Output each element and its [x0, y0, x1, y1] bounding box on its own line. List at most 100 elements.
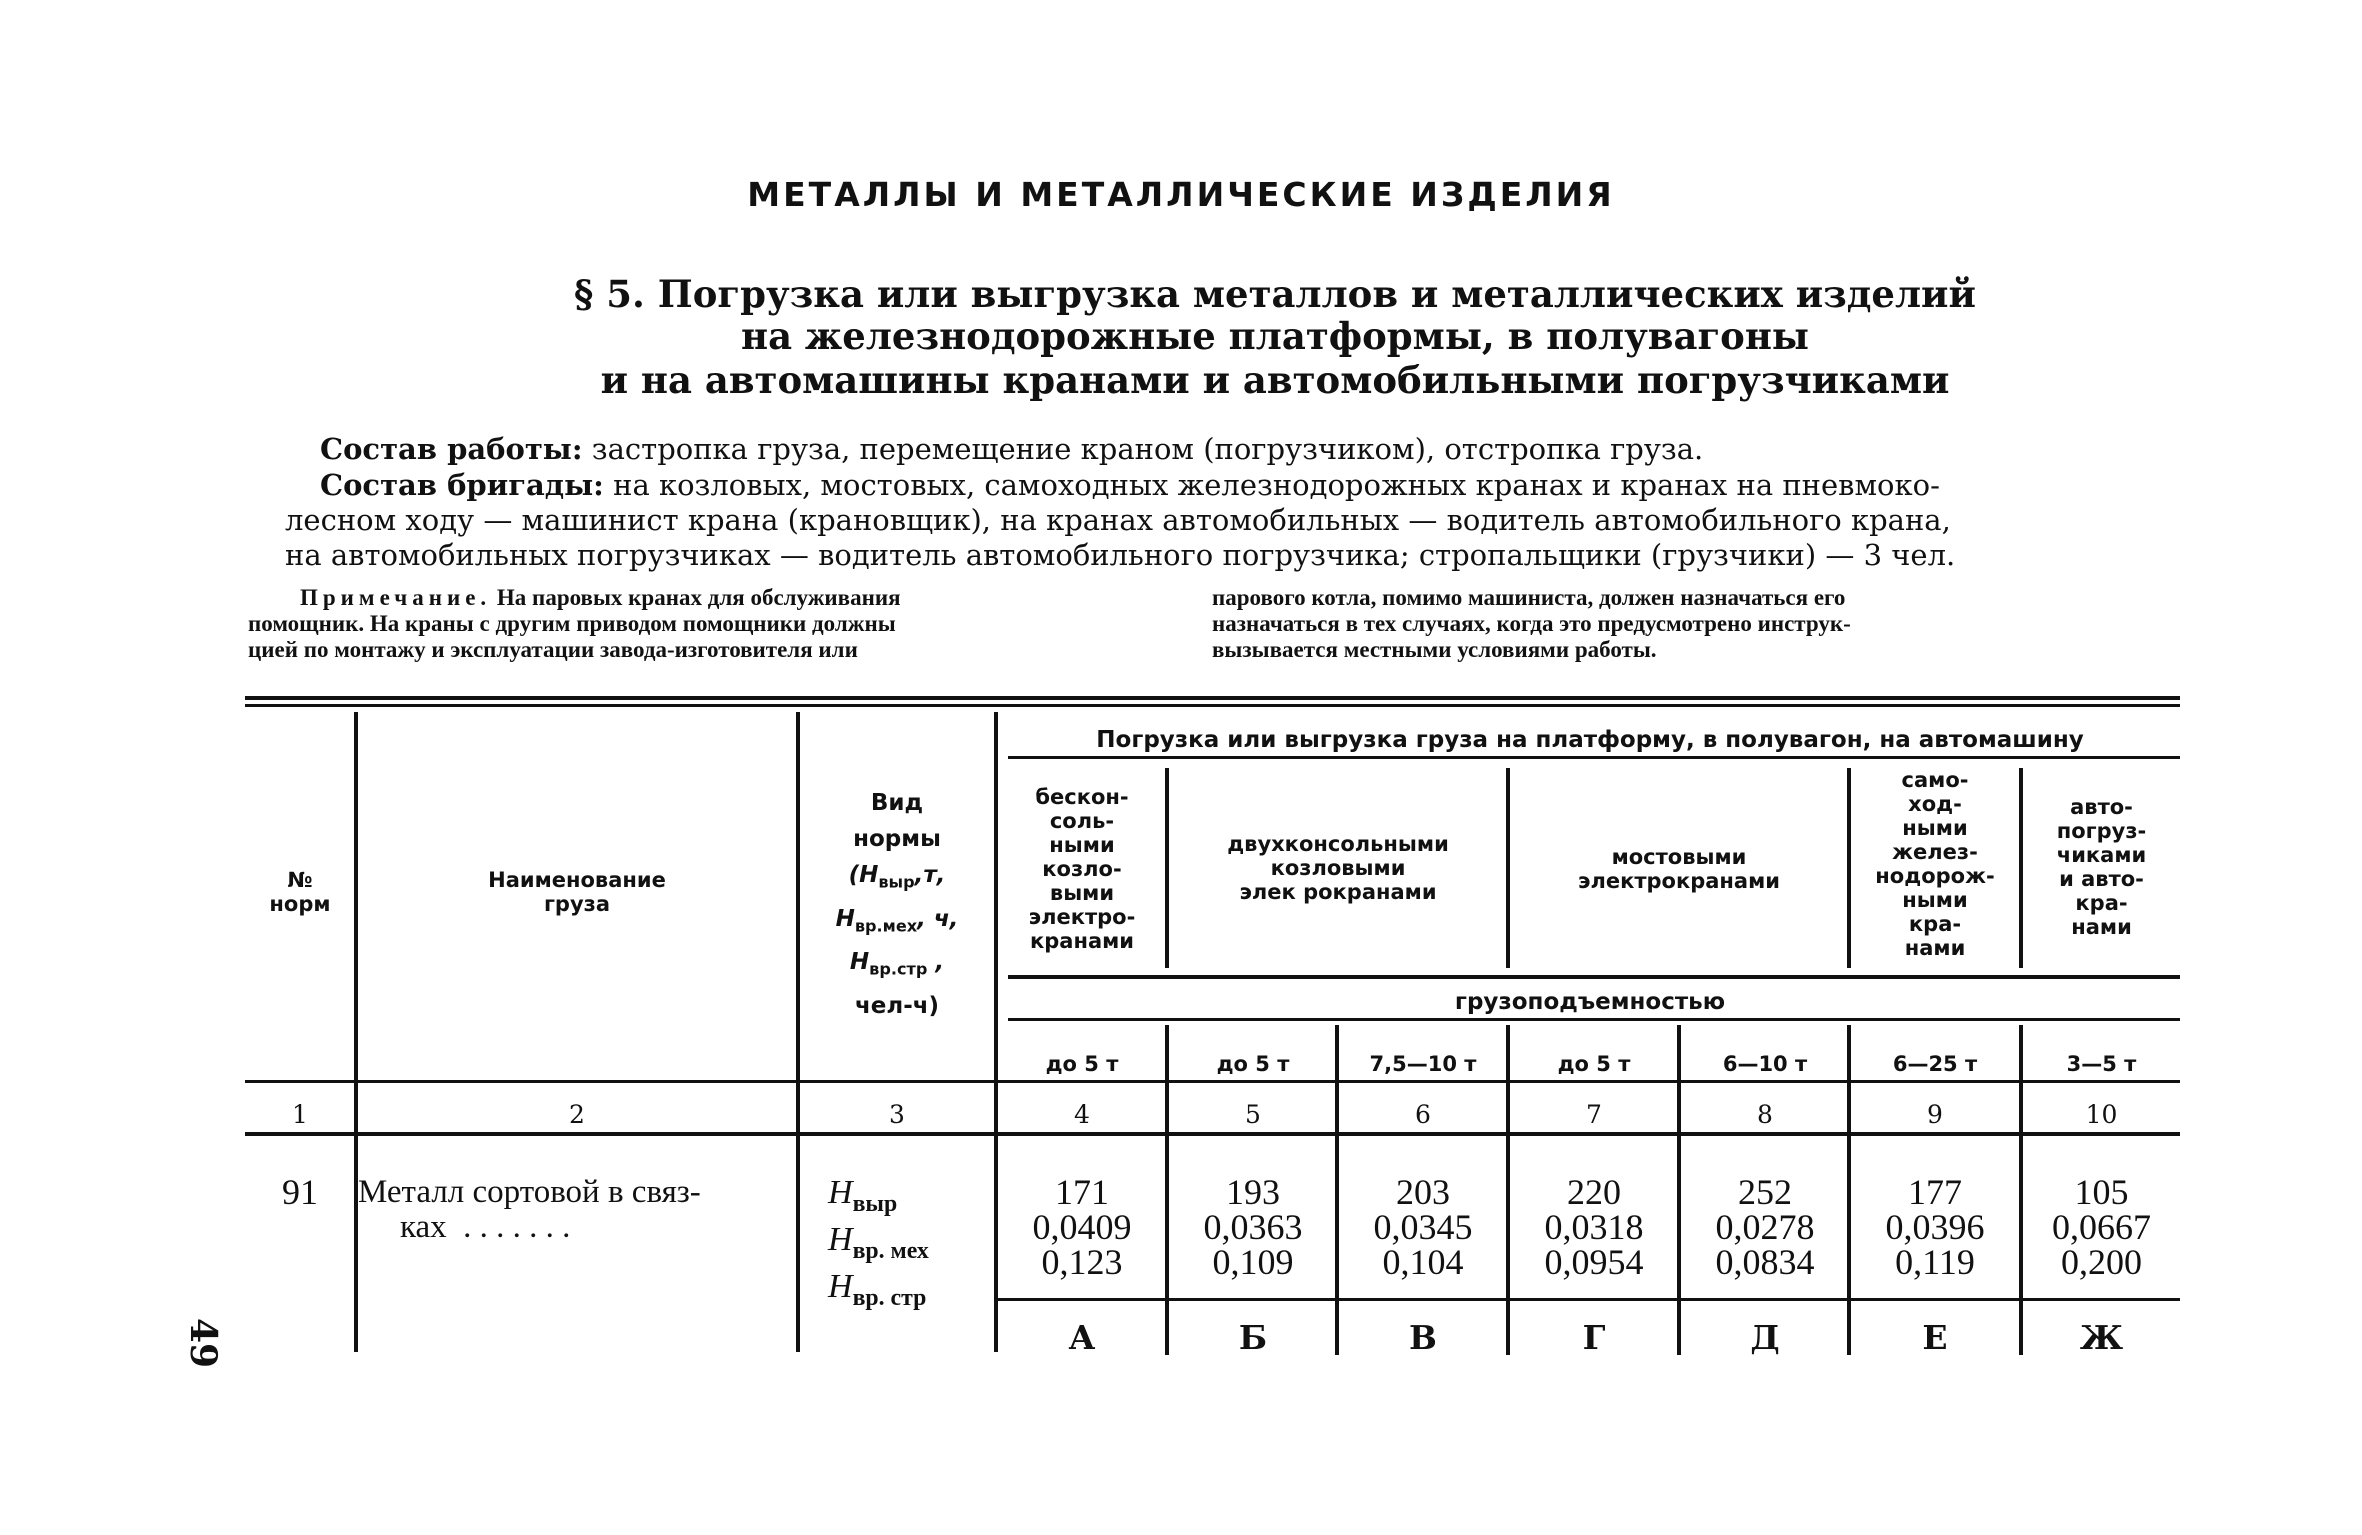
- column-number-1: 1: [292, 1100, 308, 1129]
- column-divider: [1677, 1025, 1681, 1355]
- column-letter: В: [1409, 1318, 1437, 1357]
- rule: [1008, 1018, 2180, 1021]
- column-divider: [796, 712, 800, 1352]
- note-right-1: парового котла, помимо машиниста, должен…: [1212, 585, 1846, 610]
- value: 105: [2074, 1172, 2129, 1212]
- column-divider: [2019, 768, 2023, 968]
- capacity-4: до 5 т: [1045, 1052, 1119, 1076]
- column-number-7: 7: [1586, 1100, 1602, 1129]
- note-left-2: помощник. На краны с другим приводом пом…: [248, 611, 896, 636]
- note-right-3: вызывается местными условиями работы.: [1212, 637, 1657, 662]
- rule: [1008, 975, 2180, 979]
- column-number-10: 10: [2085, 1100, 2118, 1129]
- value: 0,0667: [2052, 1207, 2151, 1247]
- column-letter: Ж: [2079, 1318, 2124, 1357]
- column-divider: [1335, 1025, 1339, 1355]
- header-loading-group: Погрузка или выгрузка груза на платформу…: [1096, 727, 2084, 753]
- header-crane-auto: авто-погруз-чиками и авто-кра-нами: [2056, 795, 2147, 939]
- norm-number: 91: [282, 1172, 318, 1212]
- rule: [245, 704, 2180, 707]
- note-left-1: Примечание. На паровых кранах для обслуж…: [300, 585, 901, 611]
- value: 0,104: [1382, 1242, 1464, 1282]
- crew-label: Состав бригады:: [320, 468, 604, 502]
- rule: [245, 1080, 2180, 1083]
- section-title-line-2: на железнодорожные платформы, в полуваго…: [741, 314, 1809, 358]
- norm-types: Нвыр Нвр. мех Нвр. стр: [828, 1174, 929, 1311]
- crew-text-3: на автомобильных погрузчиках — водитель …: [285, 538, 1956, 572]
- value: 0,0345: [1373, 1207, 1473, 1247]
- column-number-2: 2: [569, 1100, 585, 1129]
- column-divider: [1506, 1025, 1510, 1355]
- column-number-5: 5: [1245, 1100, 1261, 1129]
- work-composition: Состав работы: застропка груза, перемеще…: [320, 432, 1703, 467]
- value-cell-9: 177 0,0396 0,119: [1851, 1172, 2019, 1280]
- value-cell-10: 105 0,0667 0,200: [2023, 1172, 2180, 1282]
- value: 0,0278: [1715, 1207, 1815, 1247]
- capacity-6: 7,5—10 т: [1369, 1052, 1477, 1076]
- header-cargo-name: Наименование груза: [488, 868, 666, 916]
- header-capacity: грузоподъемностью: [1454, 989, 1726, 1015]
- note-right-2: назначаться в тех случаях, когда это пре…: [1212, 611, 1851, 636]
- note-left-3: цией по монтажу и эксплуатации завода-из…: [248, 637, 858, 662]
- column-letter: Г: [1582, 1318, 1606, 1357]
- capacity-10: 3—5 т: [2066, 1052, 2137, 1076]
- header-crane-cantileverless: бескон-соль-ными козло-выми электро-кранам…: [1028, 785, 1136, 953]
- value: 0,0409: [1032, 1207, 1132, 1247]
- header-norm-no: № норм: [269, 868, 331, 916]
- rule: [1008, 756, 2180, 759]
- value: 220: [1567, 1172, 1621, 1212]
- header-crane-railway: само-ход-ными желез-нодорож-ными кра-нами: [1875, 768, 1995, 960]
- note-text: На паровых кранах для обслуживания: [491, 585, 901, 610]
- value: 0,123: [1041, 1242, 1123, 1282]
- capacity-9: 6—25 т: [1892, 1052, 1978, 1076]
- rule: [245, 1132, 2180, 1136]
- column-letter: Б: [1238, 1318, 1268, 1357]
- page-number: 49: [182, 1317, 225, 1369]
- value: 252: [1738, 1172, 1792, 1212]
- column-number-4: 4: [1074, 1100, 1090, 1129]
- capacity-7: до 5 т: [1557, 1052, 1631, 1076]
- cargo-name-line-2: ках . . . . . . .: [400, 1209, 571, 1245]
- value-cell-7: 220 0,0318 0,0954: [1510, 1172, 1678, 1282]
- value: 0,109: [1212, 1242, 1294, 1282]
- column-number-3: 3: [889, 1100, 905, 1129]
- column-divider: [1506, 768, 1510, 968]
- note-label: Примечание.: [300, 585, 492, 610]
- column-divider: [354, 712, 358, 1352]
- value: 171: [1055, 1172, 1109, 1212]
- work-label: Состав работы:: [320, 432, 583, 466]
- column-divider: [994, 712, 998, 1352]
- column-divider: [1847, 1025, 1851, 1355]
- column-letter: А: [1068, 1318, 1096, 1357]
- value: 203: [1396, 1172, 1450, 1212]
- section-heading: МЕТАЛЛЫ И МЕТАЛЛИЧЕСКИЕ ИЗДЕЛИЯ: [747, 175, 1615, 214]
- column-divider: [1165, 1025, 1169, 1355]
- column-number-9: 9: [1927, 1100, 1943, 1129]
- work-text: застропка груза, перемещение краном (пог…: [582, 432, 1704, 466]
- section-title-line-3: и на автомашины кранами и автомобильными…: [600, 358, 1950, 402]
- column-letter: Е: [1922, 1318, 1948, 1357]
- header-norm-type: Вид нормы (Нвыр,т, Нвр.мех, ч, Нвр.стр ,…: [835, 790, 959, 1019]
- value: 0,0396: [1885, 1207, 1985, 1247]
- value-cell-5: 193 0,0363 0,109: [1169, 1172, 1337, 1282]
- capacity-8: 6—10 т: [1722, 1052, 1808, 1076]
- value-cell-6: 203 0,0345 0,104: [1339, 1172, 1507, 1282]
- value: 177: [1908, 1172, 1962, 1212]
- column-number-8: 8: [1757, 1100, 1773, 1129]
- header-crane-bridge: мостовыми электрокранами: [1578, 845, 1780, 893]
- column-divider: [2019, 1025, 2023, 1355]
- column-divider: [1847, 768, 1851, 968]
- capacity-5: до 5 т: [1216, 1052, 1290, 1076]
- crew-text-2: лесном ходу — машинист крана (крановщик)…: [285, 503, 1951, 537]
- value: 0,0363: [1203, 1207, 1303, 1247]
- value: 0,0954: [1544, 1242, 1644, 1282]
- crew-composition: Состав бригады: на козловых, мостовых, с…: [320, 468, 1940, 503]
- value: 193: [1226, 1172, 1280, 1212]
- column-letter: Д: [1750, 1318, 1780, 1357]
- value: 0,0834: [1715, 1242, 1815, 1282]
- value-cell-8: 252 0,0278 0,0834: [1681, 1172, 1849, 1282]
- header-crane-double-cantilever: двухконсольными козловыми элек рокранами: [1227, 832, 1449, 904]
- value-cell-4: 171 0,0409 0,123: [998, 1172, 1166, 1282]
- value: 0,200: [2061, 1242, 2142, 1282]
- cargo-name-line-1: Металл сортовой в связ-: [358, 1174, 701, 1210]
